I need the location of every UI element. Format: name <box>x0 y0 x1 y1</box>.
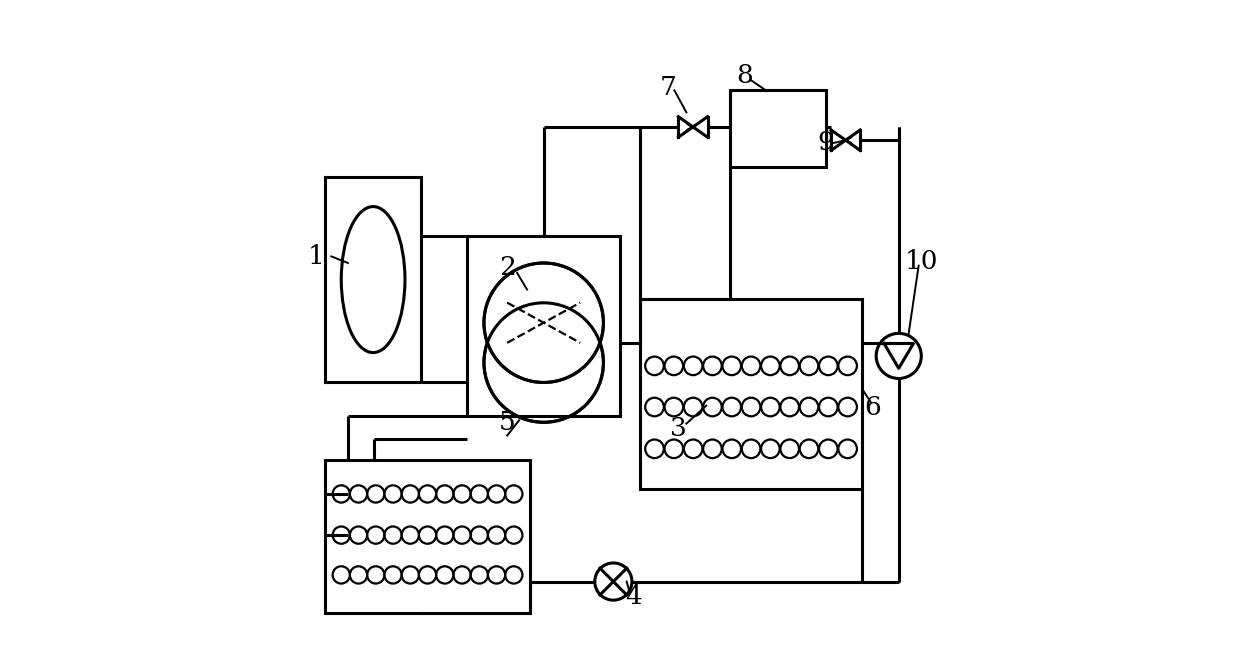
Circle shape <box>484 263 604 382</box>
Text: 6: 6 <box>864 395 880 420</box>
Bar <box>325 460 531 613</box>
Text: 5: 5 <box>498 410 516 435</box>
Text: 1: 1 <box>308 244 325 269</box>
Text: 8: 8 <box>737 63 753 88</box>
Text: 4: 4 <box>625 584 641 609</box>
Bar <box>467 237 620 416</box>
Text: 7: 7 <box>660 75 676 99</box>
Text: 9: 9 <box>817 130 835 155</box>
Bar <box>640 300 862 489</box>
Bar <box>729 91 826 167</box>
Bar <box>325 177 420 382</box>
Circle shape <box>484 303 604 422</box>
Text: 10: 10 <box>905 249 939 274</box>
Text: 2: 2 <box>498 255 516 280</box>
Text: 3: 3 <box>670 417 687 442</box>
